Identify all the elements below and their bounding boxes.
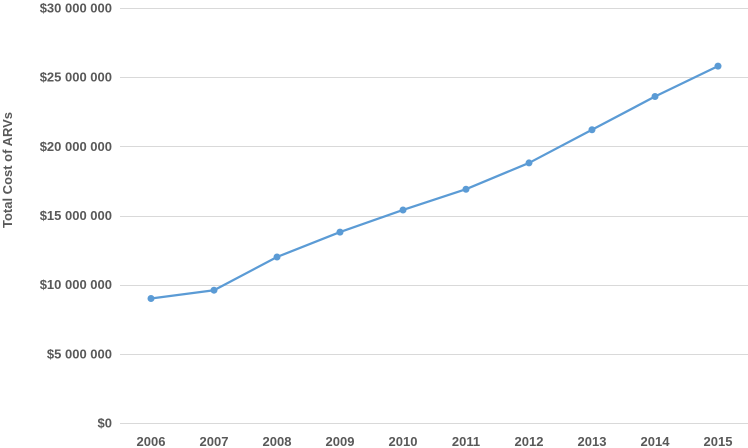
x-tick-label: 2014 xyxy=(641,434,671,448)
x-tick-label: 2010 xyxy=(389,434,418,448)
x-tick-label: 2007 xyxy=(200,434,229,448)
data-point xyxy=(273,253,281,261)
x-tick-label: 2006 xyxy=(137,434,166,448)
y-tick-label: $5 000 000 xyxy=(47,346,112,361)
y-axis-title: Total Cost of ARVs xyxy=(0,112,15,228)
data-point xyxy=(399,206,407,214)
gridlines xyxy=(120,8,748,424)
x-tick-label: 2008 xyxy=(263,434,292,448)
data-point xyxy=(714,62,722,70)
x-tick-label: 2009 xyxy=(326,434,355,448)
x-tick-label: 2013 xyxy=(578,434,607,448)
y-tick-label: $30 000 000 xyxy=(40,1,112,16)
data-point xyxy=(525,159,533,167)
series-layer xyxy=(147,62,722,302)
data-point xyxy=(462,185,470,193)
x-axis-tick-labels: 2006 2007 2008 2009 2010 2011 2012 2013 2014 2015 xyxy=(137,434,733,448)
y-tick-label: $0 xyxy=(98,416,112,431)
data-point xyxy=(210,286,218,294)
x-tick-label: 2011 xyxy=(452,434,480,448)
y-tick-label: $25 000 000 xyxy=(40,70,112,85)
y-tick-label: $10 000 000 xyxy=(40,277,112,292)
y-tick-label: $20 000 000 xyxy=(40,139,112,154)
x-tick-label: 2012 xyxy=(515,434,544,448)
x-tick-label: 2015 xyxy=(704,434,733,448)
y-tick-label: $15 000 000 xyxy=(40,208,112,223)
series-line xyxy=(149,64,720,300)
data-point xyxy=(147,295,155,302)
data-point xyxy=(588,126,596,134)
data-point xyxy=(336,228,344,236)
data-point xyxy=(651,93,659,101)
y-axis-tick-labels: $0 $5 000 000 $10 000 000 $15 000 000 $20 00… xyxy=(40,1,112,431)
